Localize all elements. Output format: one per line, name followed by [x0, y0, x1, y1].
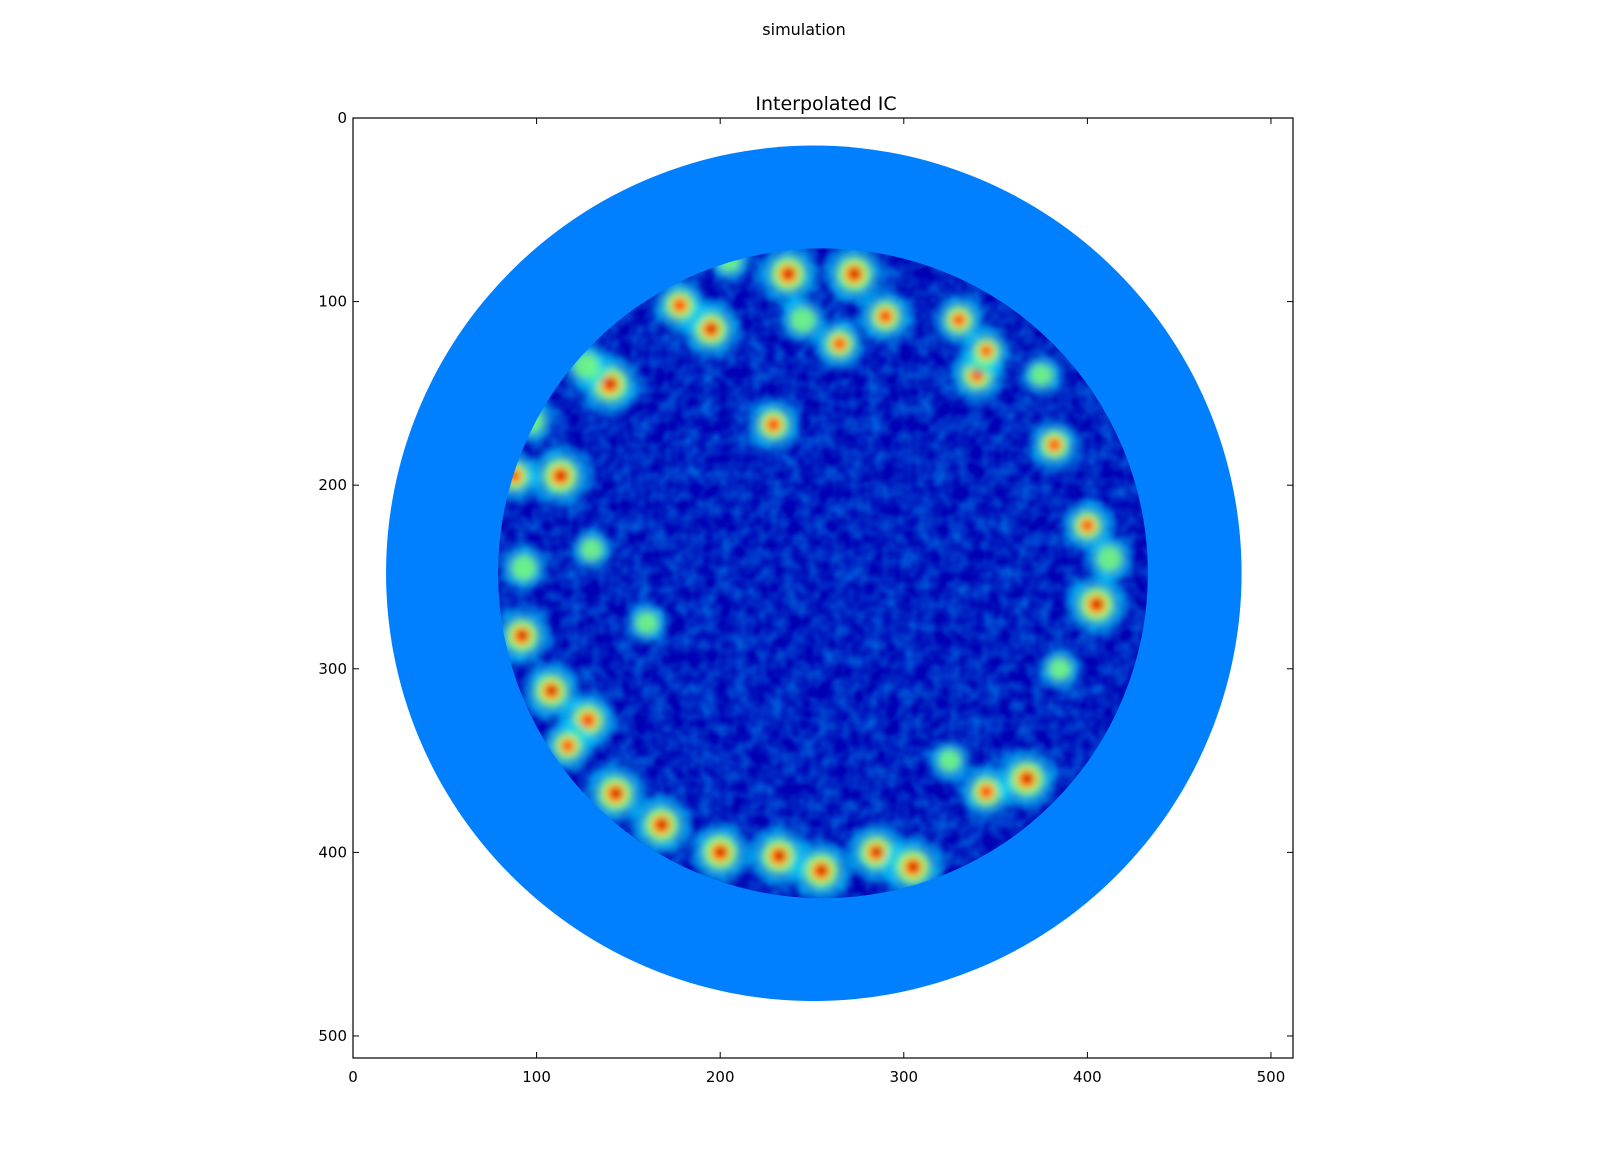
hotspot-31 [1021, 354, 1062, 396]
hotspot-3 [653, 278, 707, 332]
y-tick-label: 0 [337, 109, 347, 127]
hotspot-35 [626, 602, 668, 644]
hotspot-24 [690, 822, 751, 883]
hotspot-18 [500, 545, 547, 591]
y-tick-label: 100 [318, 293, 347, 311]
y-tick-label: 200 [318, 476, 347, 494]
inner-disk-region [498, 248, 1148, 899]
hotspot-23 [631, 794, 692, 855]
hotspot-33 [814, 318, 865, 370]
hotspot-36 [571, 529, 613, 570]
hotspot-15 [1062, 500, 1113, 551]
heatmap-image [386, 145, 1242, 1002]
hotspot-16 [1039, 648, 1081, 690]
hotspot-30 [996, 748, 1057, 809]
x-axis: 0 100 200 300 400 500 [348, 118, 1285, 1086]
hotspot-39 [1086, 535, 1133, 582]
hotspots [498, 248, 1133, 899]
x-tick-label: 300 [889, 1068, 918, 1086]
y-tick-label: 400 [318, 843, 347, 861]
y-tick-label: 500 [318, 1027, 347, 1045]
hotspot-34 [780, 297, 826, 343]
hotspot-12 [962, 327, 1011, 376]
chart-title: Interpolated IC [755, 93, 896, 115]
hotspot-13 [1029, 419, 1080, 470]
hotspot-1 [824, 248, 885, 305]
x-tick-label: 400 [1073, 1068, 1102, 1086]
y-tick-label: 300 [318, 660, 347, 678]
hotspot-14 [1066, 574, 1127, 635]
hotspot-37 [929, 740, 971, 781]
axes-frame [352, 117, 1294, 1059]
hotspot-0 [758, 248, 819, 305]
x-tick-label: 0 [348, 1068, 358, 1086]
hotspot-17 [498, 606, 551, 665]
figure-suptitle: simulation [762, 20, 845, 39]
hotspot-22 [585, 763, 646, 824]
x-tick-label: 100 [522, 1068, 551, 1086]
hotspot-9 [747, 398, 800, 452]
x-tick-label: 200 [706, 1068, 735, 1086]
hotspot-21 [542, 720, 594, 772]
hotspot-26 [791, 840, 852, 899]
plot-area [386, 145, 1242, 1002]
y-axis: 0 100 200 300 400 500 [318, 109, 1293, 1045]
hotspot-32 [859, 289, 912, 343]
hotspot-6 [530, 446, 591, 507]
x-tick-label: 500 [1257, 1068, 1286, 1086]
